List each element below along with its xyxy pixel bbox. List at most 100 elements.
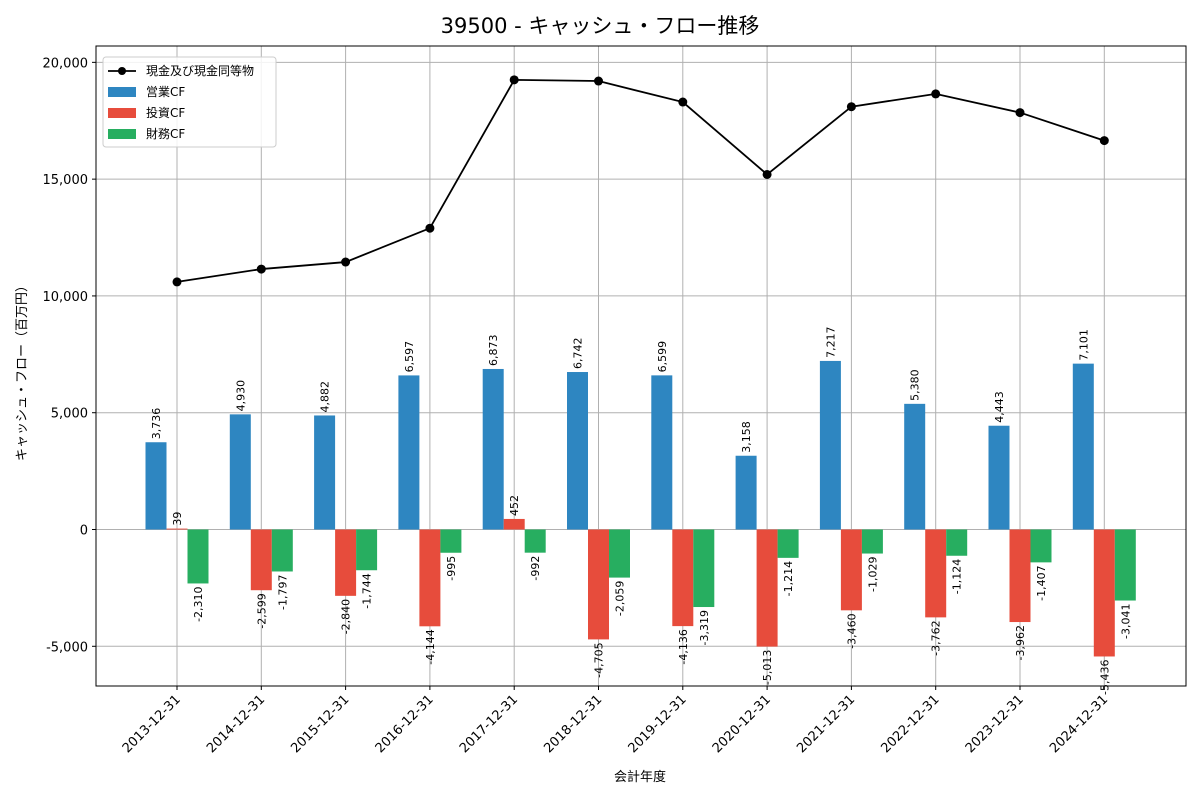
bar-投資CF-2018-12-31: [588, 529, 609, 640]
x-tick-label: 2020-12-31: [710, 692, 774, 756]
legend-swatch-財務CF: [108, 129, 136, 139]
x-tick-label: 2018-12-31: [541, 692, 605, 756]
x-tick-label: 2016-12-31: [373, 692, 437, 756]
bar-投資CF-2017-12-31: [503, 518, 525, 530]
x-tick-label: 2022-12-31: [878, 692, 942, 756]
line-point-2020-12-31: [762, 169, 772, 179]
bar-value-label: -4,144: [424, 629, 437, 664]
bar-value-label: -3,762: [930, 620, 943, 655]
bar-営業CF-2013-12-31: [145, 442, 167, 530]
bar-投資CF-2019-12-31: [672, 529, 694, 627]
legend-label: 財務CF: [146, 126, 185, 141]
y-tick-label: -5,000: [46, 640, 88, 655]
bar-投資CF-2016-12-31: [419, 529, 441, 627]
bar-財務CF-2017-12-31: [524, 529, 546, 553]
line-point-2019-12-31: [678, 97, 688, 107]
line-point-2021-12-31: [846, 102, 856, 112]
bar-営業CF-2024-12-31: [1072, 363, 1094, 530]
x-tick-label: 2013-12-31: [120, 692, 184, 756]
bar-value-label: 4,443: [993, 391, 1006, 423]
x-tick-label: 2023-12-31: [963, 692, 1027, 756]
line-point-2023-12-31: [1015, 108, 1025, 118]
x-tick-label: 2015-12-31: [288, 692, 352, 756]
bar-value-label: -2,310: [192, 586, 205, 621]
bar-投資CF-2015-12-31: [335, 529, 357, 596]
bar-営業CF-2019-12-31: [651, 375, 673, 530]
line-point-2013-12-31: [172, 277, 182, 287]
bar-財務CF-2022-12-31: [946, 529, 968, 556]
bar-value-label: -2,840: [340, 599, 353, 634]
y-tick-label: 0: [80, 524, 88, 539]
cash-line: [172, 75, 1109, 287]
bar-投資CF-2013-12-31: [166, 528, 188, 530]
bar-value-label: -4,705: [593, 642, 606, 677]
legend-line-marker: [118, 67, 126, 75]
bar-value-label: -4,136: [677, 629, 690, 664]
bar-財務CF-2023-12-31: [1030, 529, 1052, 563]
bar-value-label: -1,214: [782, 561, 795, 596]
bar-value-label: -1,407: [1035, 565, 1048, 600]
legend-box: [102, 56, 277, 148]
bar-営業CF-2023-12-31: [988, 425, 1010, 530]
chart-title: 39500 - キャッシュ・フロー推移: [441, 14, 760, 38]
bar-value-label: 452: [508, 495, 521, 516]
x-tick-label: 2021-12-31: [794, 692, 858, 756]
bar-財務CF-2018-12-31: [609, 529, 630, 578]
legend-label: 営業CF: [146, 85, 185, 99]
bar-value-label: -2,599: [255, 593, 268, 628]
bar-value-label: 3,158: [740, 421, 753, 453]
y-tick-label: 5,000: [51, 407, 88, 422]
line-point-2018-12-31: [594, 76, 603, 86]
bar-財務CF-2024-12-31: [1114, 529, 1136, 601]
bar-投資CF-2014-12-31: [250, 529, 272, 591]
bar-財務CF-2016-12-31: [440, 529, 462, 553]
bar-財務CF-2014-12-31: [271, 529, 293, 572]
legend-label: 投資CF: [146, 105, 185, 120]
bar-value-label: -992: [529, 556, 542, 581]
legend-swatch-営業CF: [108, 87, 136, 97]
x-axis-label: 会計年度: [614, 769, 666, 785]
bar-投資CF-2020-12-31: [756, 529, 778, 647]
bar-財務CF-2020-12-31: [777, 529, 799, 558]
bar-value-label: -5,013: [761, 650, 774, 685]
bar-営業CF-2017-12-31: [482, 368, 504, 530]
bar-value-label: 6,599: [656, 341, 669, 373]
bar-value-label: 7,101: [1077, 329, 1090, 361]
x-tick-label: 2014-12-31: [204, 692, 268, 756]
bar-投資CF-2024-12-31: [1093, 529, 1115, 657]
x-tick-label: 2024-12-31: [1047, 692, 1111, 756]
bar-value-label: -1,029: [866, 557, 879, 592]
bar-value-label: -1,744: [361, 573, 374, 608]
bar-営業CF-2018-12-31: [567, 372, 588, 530]
bar-営業CF-2021-12-31: [819, 360, 841, 530]
bar-value-label: -3,319: [698, 610, 711, 645]
line-point-2017-12-31: [509, 75, 519, 85]
bar-value-label: 7,217: [824, 326, 837, 358]
bar-value-label: 4,882: [319, 381, 332, 413]
bar-営業CF-2022-12-31: [904, 403, 926, 530]
y-tick-label: 15,000: [43, 173, 89, 188]
bar-value-label: 6,597: [403, 341, 416, 373]
bar-投資CF-2021-12-31: [840, 529, 862, 611]
y-tick-label: 10,000: [43, 290, 89, 305]
bar-value-label: 6,873: [487, 334, 500, 366]
bar-営業CF-2014-12-31: [229, 414, 251, 530]
bar-value-label: -2,059: [614, 581, 627, 616]
bar-営業CF-2020-12-31: [735, 455, 757, 530]
legend-label: 現金及び現金同等物: [146, 63, 254, 78]
plot-frame: [95, 45, 1187, 687]
bar-財務CF-2015-12-31: [356, 529, 378, 571]
bar-value-label: -1,124: [951, 559, 964, 594]
bar-投資CF-2022-12-31: [925, 529, 947, 618]
bar-value-label: -3,460: [845, 613, 858, 648]
bar-営業CF-2016-12-31: [398, 375, 420, 530]
bar-value-label: -995: [445, 556, 458, 581]
bar-投資CF-2023-12-31: [1009, 529, 1031, 623]
line-point-2022-12-31: [931, 89, 941, 99]
bar-value-labels: 3,736 4,930 4,882 6,597 6,873 6,742 6,599 3,158…: [150, 326, 1132, 695]
line-point-2024-12-31: [1099, 136, 1109, 146]
bar-営業CF-2015-12-31: [314, 415, 336, 530]
line-point-2015-12-31: [341, 257, 351, 267]
y-axis-label: キャッシュ・フロー（百万円）: [15, 279, 30, 461]
